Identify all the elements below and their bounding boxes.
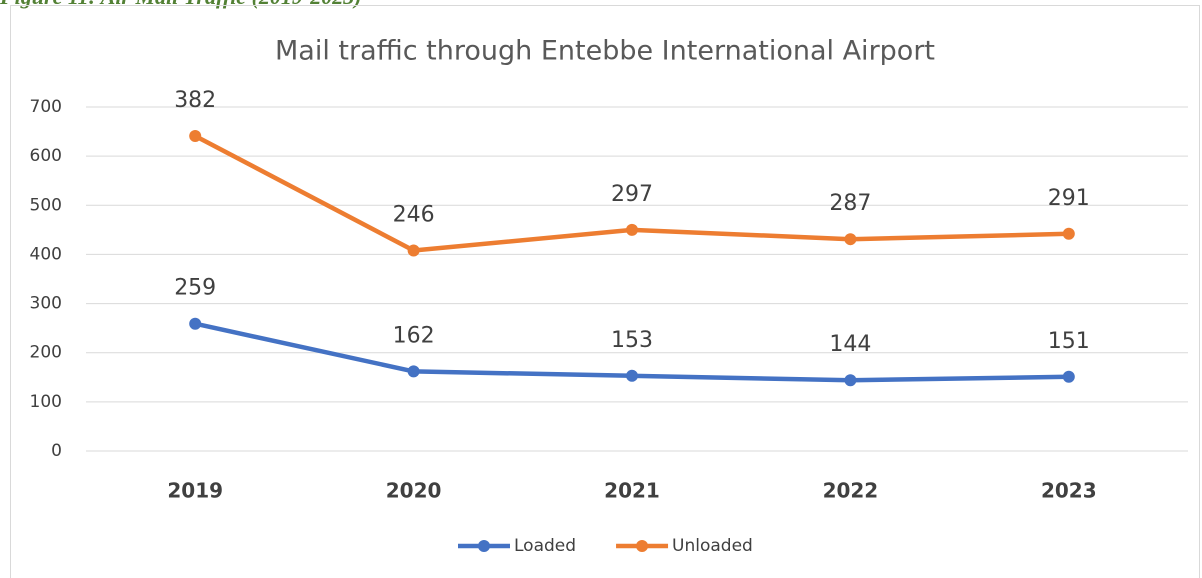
chart-border xyxy=(10,5,1200,578)
data-point xyxy=(626,369,638,382)
y-tick-label: 300 xyxy=(30,294,62,314)
data-point xyxy=(407,244,420,257)
data-label: 162 xyxy=(393,323,435,348)
data-point xyxy=(1062,227,1075,240)
y-tick-label: 0 xyxy=(51,441,62,461)
data-point xyxy=(844,374,857,387)
x-tick-label: 2020 xyxy=(386,479,442,503)
legend-marker xyxy=(478,540,490,552)
chart-title: Mail traffic through Entebbe Internation… xyxy=(275,36,935,67)
x-tick-label: 2021 xyxy=(604,479,660,503)
data-point xyxy=(189,129,202,142)
x-tick-label: 2023 xyxy=(1041,479,1097,503)
data-label: 144 xyxy=(829,332,871,357)
data-label: 297 xyxy=(611,182,653,207)
legend-label: Unloaded xyxy=(672,536,753,556)
data-point xyxy=(1062,370,1075,383)
data-label: 287 xyxy=(829,191,871,216)
y-tick-label: 100 xyxy=(30,392,62,412)
data-label: 259 xyxy=(174,276,216,301)
data-label: 291 xyxy=(1048,186,1090,211)
legend-marker xyxy=(636,540,649,552)
y-tick-label: 500 xyxy=(30,195,62,215)
y-tick-label: 700 xyxy=(30,97,62,117)
data-label: 153 xyxy=(611,328,653,353)
y-tick-label: 400 xyxy=(30,244,62,264)
y-tick-label: 200 xyxy=(30,343,62,363)
data-label: 382 xyxy=(174,88,216,113)
x-tick-label: 2022 xyxy=(823,479,879,503)
y-tick-label: 600 xyxy=(30,146,62,166)
data-point xyxy=(626,223,638,236)
legend-label: Loaded xyxy=(514,536,576,556)
data-point xyxy=(407,365,420,378)
data-label: 246 xyxy=(393,202,435,227)
data-point xyxy=(844,233,857,246)
figure-caption: Figure 11: Air Mail Traffic (2019-2023) xyxy=(0,0,362,9)
x-tick-label: 2019 xyxy=(167,479,223,503)
data-point xyxy=(189,317,202,330)
data-label: 151 xyxy=(1048,329,1090,354)
